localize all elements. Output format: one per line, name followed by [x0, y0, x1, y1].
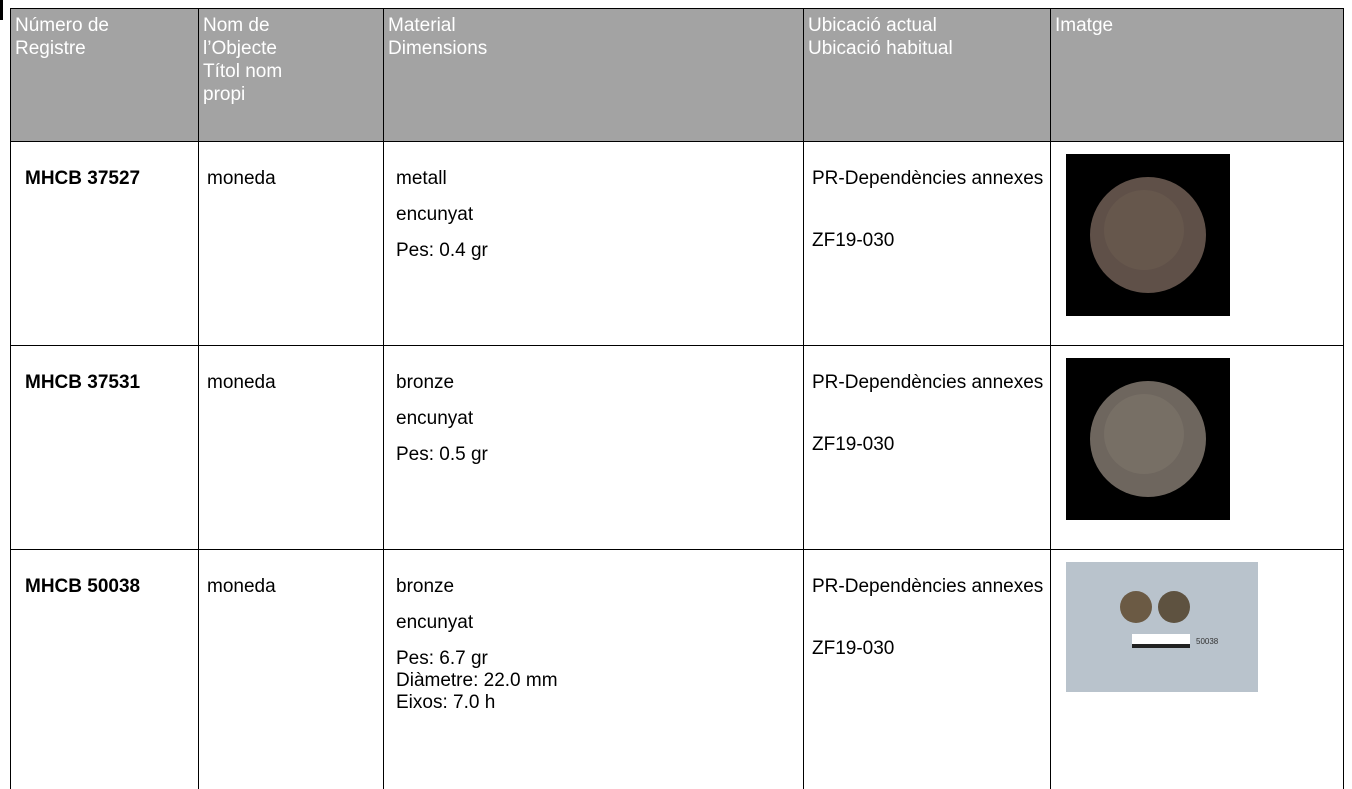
- location-cell: PR-Dependències annexes ZF19-030: [803, 141, 1051, 346]
- header-cell: Imatge: [1050, 8, 1344, 142]
- image-cell: [1050, 141, 1344, 346]
- header-text: Títol nom: [203, 61, 283, 82]
- material-text: bronze: [396, 372, 455, 393]
- header-cell: Ubicació actual Ubicació habitual: [803, 8, 1051, 142]
- registre-cell: MHCB 37531: [10, 345, 199, 550]
- registre-cell: MHCB 50038: [10, 549, 199, 789]
- header-text: l’Objecte: [203, 38, 277, 59]
- header-cell: Nom de l’Objecte Títol nom propi: [198, 8, 384, 142]
- register-table: Número de Registre Nom de l’Objecte Títol no…: [10, 8, 1344, 789]
- table-row: MHCB 50038 moneda bronze encunyat Pes: 6.7 g…: [10, 549, 1344, 789]
- current-location: PR-Dependències annexes: [812, 168, 1044, 189]
- usual-location: ZF19-030: [812, 230, 895, 251]
- header-text: propi: [203, 84, 246, 105]
- table-body: MHCB 37527 moneda metall encunyat Pes: 0.4 g…: [10, 141, 1344, 789]
- header-text: Imatge: [1055, 15, 1114, 36]
- material-cell: bronze encunyat Pes: 0.5 gr: [383, 345, 804, 550]
- coin-image: 50038: [1066, 562, 1258, 692]
- material-text: encunyat: [396, 612, 474, 633]
- header-cell: Material Dimensions: [383, 8, 804, 142]
- header-text: Material: [388, 15, 456, 36]
- header-cell: Número de Registre: [10, 8, 199, 142]
- usual-location: ZF19-030: [812, 434, 895, 455]
- header-text: Registre: [15, 38, 86, 59]
- name-cell: moneda: [198, 549, 384, 789]
- name-cell: moneda: [198, 345, 384, 550]
- material-text: encunyat: [396, 408, 474, 429]
- detail-text: Diàmetre: 22.0 mm: [396, 670, 558, 691]
- header-text: Dimensions: [388, 38, 488, 59]
- name-cell: moneda: [198, 141, 384, 346]
- material-text: metall: [396, 168, 447, 189]
- detail-text: Eixos: 7.0 h: [396, 692, 496, 713]
- material-text: bronze: [396, 576, 455, 597]
- header-text: Nom de: [203, 15, 270, 36]
- header-text: Ubicació habitual: [808, 38, 953, 59]
- image-cell: [1050, 345, 1344, 550]
- detail-text: Pes: 6.7 gr: [396, 648, 488, 669]
- detail-text: Pes: 0.4 gr: [396, 240, 488, 261]
- current-location: PR-Dependències annexes: [812, 372, 1044, 393]
- header-text: Ubicació actual: [808, 15, 937, 36]
- image-cell: 50038: [1050, 549, 1344, 789]
- table-row: MHCB 37527 moneda metall encunyat Pes: 0.4 g…: [10, 141, 1344, 346]
- usual-location: ZF19-030: [812, 638, 895, 659]
- coin-image: [1066, 154, 1230, 316]
- current-location: PR-Dependències annexes: [812, 576, 1044, 597]
- material-text: encunyat: [396, 204, 474, 225]
- location-cell: PR-Dependències annexes ZF19-030: [803, 549, 1051, 789]
- header-row: Número de Registre Nom de l’Objecte Títol no…: [10, 8, 1344, 142]
- material-cell: bronze encunyat Pes: 6.7 gr Diàmetre: 22.0 …: [383, 549, 804, 789]
- location-cell: PR-Dependències annexes ZF19-030: [803, 345, 1051, 550]
- coin-image: [1066, 358, 1230, 520]
- registre-cell: MHCB 37527: [10, 141, 199, 346]
- material-cell: metall encunyat Pes: 0.4 gr: [383, 141, 804, 346]
- detail-text: Pes: 0.5 gr: [396, 444, 488, 465]
- image-label: 50038: [1196, 637, 1219, 646]
- header-text: Número de: [15, 15, 109, 36]
- border-mark: [0, 0, 3, 20]
- table-row: MHCB 37531 moneda bronze encunyat Pes: 0.5 g…: [10, 345, 1344, 550]
